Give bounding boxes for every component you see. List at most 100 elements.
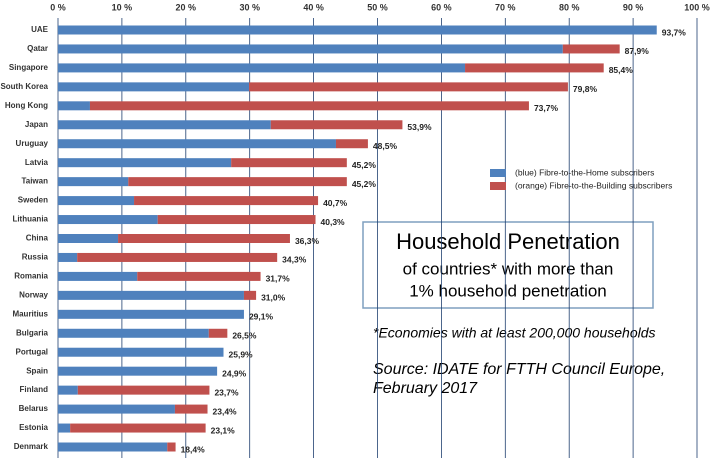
total-label: 45,2% [352, 179, 377, 189]
bar-segment [89, 101, 529, 111]
y-tick-label: Lithuania [12, 215, 48, 224]
y-tick-label: Qatar [27, 44, 48, 53]
total-label: 45,2% [352, 160, 377, 170]
y-tick-label: China [26, 234, 49, 243]
total-label: 29,1% [249, 312, 274, 322]
total-label: 26,5% [232, 331, 257, 341]
bar-segment [137, 271, 261, 281]
x-tick-label: 40 % [303, 2, 324, 12]
y-tick-label: Belarus [19, 404, 49, 413]
total-label: 40,3% [321, 217, 346, 227]
bar-segment [174, 404, 208, 414]
x-tick-label: 60 % [431, 2, 452, 12]
y-tick-label: Romania [14, 272, 48, 281]
total-label: 73,7% [534, 103, 559, 113]
total-label: 40,7% [323, 198, 348, 208]
y-tick-label: Taiwan [21, 177, 48, 186]
total-label: 48,5% [373, 141, 398, 151]
bar-segment [58, 101, 90, 111]
total-label: 36,3% [295, 236, 320, 246]
bar-segment [128, 177, 347, 187]
total-label: 23,7% [214, 387, 239, 397]
bar-segment [249, 82, 568, 92]
note: February 2017 [373, 380, 478, 397]
legend-label: (blue) Fibre-to-the-Home subscribers [515, 167, 654, 177]
bar-segment [270, 120, 403, 130]
x-tick-label: 10 % [112, 2, 133, 12]
bar-segment [70, 423, 206, 433]
bar-segment [167, 442, 176, 452]
bar-segment [58, 385, 78, 395]
y-tick-label: Norway [19, 290, 48, 299]
total-label: 25,9% [229, 349, 254, 359]
total-label: 23,4% [213, 406, 238, 416]
x-tick-label: 70 % [495, 2, 516, 12]
total-label: 53,9% [407, 122, 432, 132]
box-line: of countries* with more than [403, 259, 614, 278]
y-tick-label: Latvia [25, 158, 49, 167]
x-tick-label: 80 % [559, 2, 580, 12]
y-tick-label: UAE [31, 25, 49, 34]
box-line: 1% household penetration [409, 281, 607, 300]
y-tick-label: Estonia [19, 423, 48, 432]
bar-segment [208, 328, 228, 338]
total-label: 23,1% [211, 425, 236, 435]
bar-segment [231, 158, 347, 168]
bar-segment [58, 25, 657, 35]
y-tick-label: Finland [20, 385, 49, 394]
legend-label: (orange) Fibre-to-the-Building subscribe… [515, 180, 672, 190]
annotation-box [362, 221, 654, 309]
y-tick-label: Singapore [9, 63, 49, 72]
y-tick-label: Russia [22, 253, 49, 262]
total-label: 87,9% [625, 46, 650, 56]
bar-segment [77, 252, 278, 262]
x-tick-label: 100 % [684, 2, 710, 12]
bar-segment [58, 82, 250, 92]
x-tick-label: 20 % [176, 2, 197, 12]
bar-segment [58, 423, 71, 433]
bar-segment [58, 44, 563, 54]
total-label: 18,4% [181, 444, 206, 454]
total-label: 79,8% [573, 84, 598, 94]
bar-segment [58, 328, 209, 338]
x-tick-label: 0 % [50, 2, 66, 12]
bar-segment [58, 177, 129, 187]
bar-segment [58, 196, 135, 206]
bar-segment [58, 271, 138, 281]
legend-swatch [490, 169, 506, 177]
y-tick-label: South Korea [0, 82, 48, 91]
note: *Economies with at least 200,000 househo… [373, 325, 656, 341]
bar-segment [58, 347, 224, 357]
x-tick-label: 30 % [239, 2, 260, 12]
bar-segment [58, 309, 244, 319]
box-title: Household Penetration [396, 229, 620, 254]
bar-segment [243, 290, 257, 300]
bar-segment [58, 234, 119, 243]
bar-segment [465, 63, 604, 73]
y-tick-label: Hong Kong [5, 101, 48, 110]
bar-segment [58, 120, 271, 130]
total-label: 24,9% [222, 368, 247, 378]
x-tick-label: 90 % [623, 2, 644, 12]
y-tick-label: Denmark [14, 442, 49, 451]
bar-segment [58, 158, 232, 168]
bar-segment [58, 63, 466, 73]
bar-segment [58, 404, 175, 414]
bar-segment [58, 215, 158, 225]
total-label: 34,3% [282, 255, 307, 265]
bar-segment [134, 196, 319, 206]
total-label: 93,7% [662, 27, 687, 37]
y-tick-label: Sweden [18, 196, 48, 205]
total-label: 85,4% [609, 65, 634, 75]
total-label: 31,0% [261, 293, 286, 303]
bar-segment [58, 139, 336, 149]
y-tick-label: Uruguay [16, 139, 49, 148]
legend-swatch [490, 182, 506, 190]
bar-segment [77, 385, 210, 395]
bar-segment [58, 252, 78, 262]
y-tick-label: Mauritius [12, 309, 48, 318]
bar-segment [58, 442, 168, 452]
bar-segment [335, 139, 368, 149]
y-tick-label: Japan [25, 120, 48, 129]
